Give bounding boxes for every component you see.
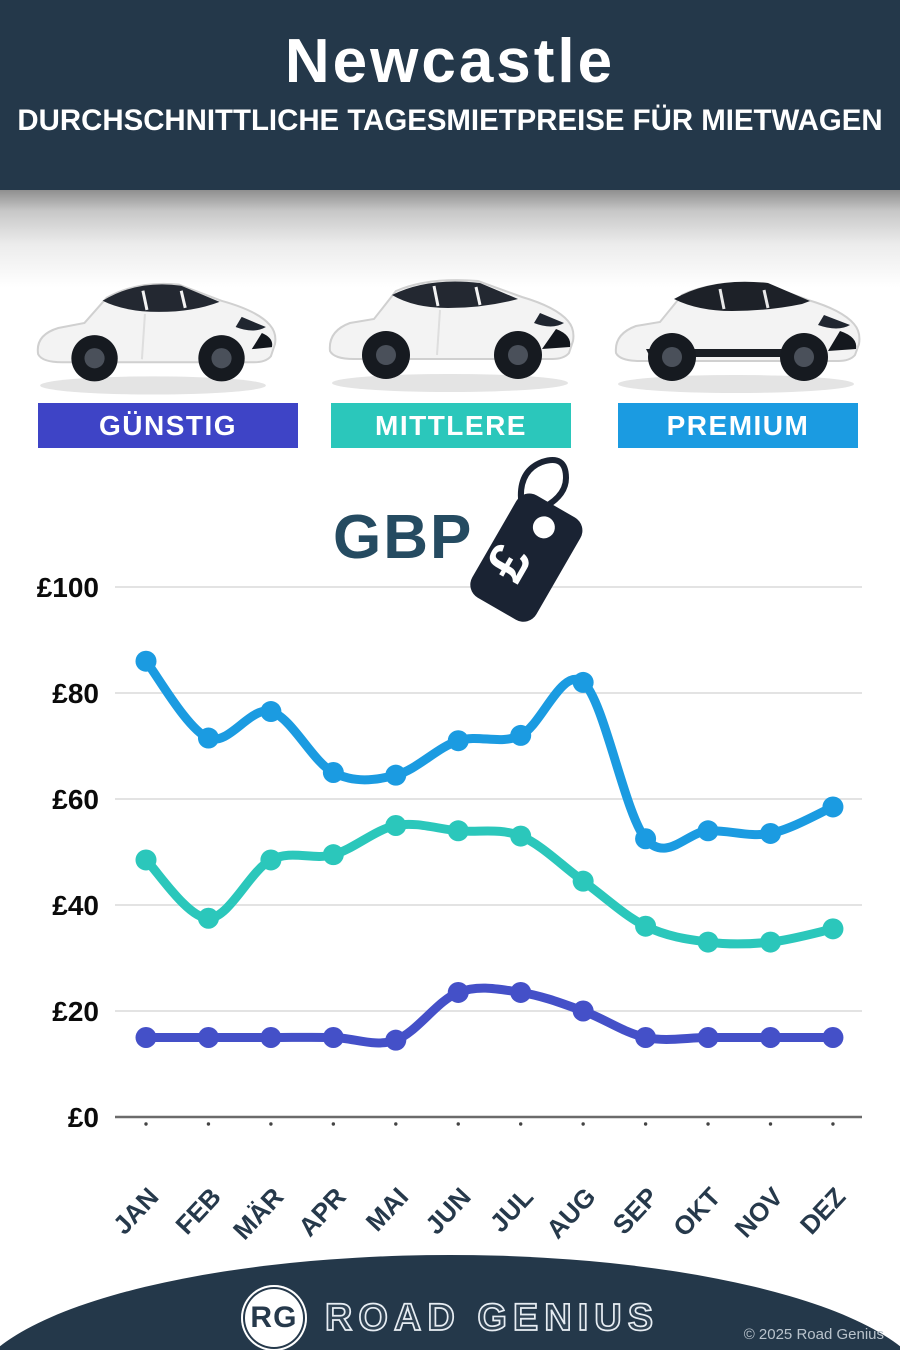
x-tick-label: JUL: [484, 1182, 540, 1238]
x-tick: [581, 1122, 585, 1126]
footer: RG ROAD GENIUS © 2025 Road Genius: [0, 1255, 900, 1350]
y-tick-label: £100: [37, 572, 99, 603]
y-tick-label: £40: [52, 890, 99, 921]
data-point: [197, 1027, 219, 1048]
data-point: [760, 1027, 781, 1048]
x-tick-label: JAN: [107, 1182, 164, 1241]
data-point: [635, 915, 657, 937]
y-tick-label: £80: [52, 678, 99, 709]
data-point: [197, 727, 219, 749]
x-tick: [768, 1122, 773, 1126]
brand-name: ROAD GENIUS: [324, 1296, 660, 1340]
data-point: [697, 931, 719, 953]
x-tick-label: MÄR: [227, 1181, 289, 1245]
data-point: [697, 820, 719, 842]
data-point: [572, 870, 594, 892]
data-point: [822, 1027, 844, 1048]
data-point: [135, 1027, 157, 1048]
x-tick: [519, 1122, 523, 1126]
data-point: [760, 822, 781, 844]
data-point: [385, 764, 407, 786]
x-tick-label: DEZ: [794, 1182, 851, 1241]
data-point: [510, 724, 532, 746]
x-tick-label: MAI: [360, 1182, 414, 1237]
car-image-mittlere: [316, 243, 584, 401]
x-tick-label: AUG: [540, 1182, 601, 1245]
data-point: [385, 815, 407, 836]
page-subtitle: DURCHSCHNITTLICHE TAGESMIETPREISE FÜR MI…: [17, 104, 883, 138]
road-genius-logo: RG: [240, 1285, 307, 1350]
page-title: Newcastle: [284, 27, 616, 96]
data-point: [135, 650, 157, 672]
data-point: [260, 701, 282, 723]
x-tick: [331, 1122, 336, 1126]
data-point: [635, 1027, 657, 1048]
category-bar-guenstig: GÜNSTIG: [38, 403, 298, 448]
data-point: [385, 1029, 407, 1051]
x-tick-label: APR: [292, 1181, 352, 1242]
y-tick-label: £60: [52, 784, 99, 815]
header-banner: Newcastle DURCHSCHNITTLICHE TAGESMIETPRE…: [0, 0, 900, 190]
x-tick: [643, 1122, 648, 1126]
data-point: [822, 796, 844, 818]
data-point: [260, 849, 282, 871]
data-point: [510, 825, 532, 847]
category-label-mittlere: MITTLERE: [375, 409, 527, 441]
x-tick-label: FEB: [169, 1182, 226, 1240]
data-point: [322, 1027, 344, 1048]
x-tick-label: JUN: [419, 1182, 476, 1241]
data-point: [635, 828, 657, 850]
copyright-text: © 2025 Road Genius: [743, 1326, 884, 1343]
data-point: [572, 671, 594, 693]
x-tick: [456, 1122, 460, 1126]
car-image-guenstig: [22, 250, 284, 402]
data-point: [135, 849, 157, 871]
x-tick: [269, 1122, 273, 1126]
car-image-premium: [602, 247, 870, 402]
x-tick-label: NOV: [729, 1181, 790, 1243]
price-tag-icon: £: [450, 448, 600, 628]
x-tick: [706, 1122, 710, 1126]
category-bar-premium: PREMIUM: [618, 403, 858, 448]
data-point: [447, 981, 469, 1003]
x-tick: [144, 1122, 148, 1126]
series-line-premium: [141, 656, 838, 853]
series-line-mittlere: [141, 819, 838, 949]
data-point: [322, 762, 344, 783]
series-line-günstig: [141, 983, 838, 1048]
data-point: [322, 844, 344, 866]
data-point: [510, 981, 532, 1003]
data-point: [822, 918, 844, 940]
data-point: [697, 1027, 719, 1048]
x-tick: [206, 1122, 211, 1126]
data-point: [197, 907, 219, 929]
category-label-premium: PREMIUM: [666, 409, 810, 441]
data-point: [447, 730, 469, 752]
currency-code: GBP: [333, 503, 474, 572]
y-tick-label: £0: [68, 1102, 99, 1133]
x-tick-label: SEP: [607, 1182, 664, 1241]
data-point: [572, 1000, 594, 1022]
data-point: [260, 1027, 282, 1048]
x-tick: [394, 1122, 398, 1126]
x-tick: [831, 1122, 835, 1126]
brand-row: RG ROAD GENIUS: [0, 1285, 900, 1350]
price-line-chart: £0 £20 £40 £60 £80 £100 JAN FEB MÄR APR MAI JUN JUL A…: [37, 572, 862, 1245]
data-point: [447, 820, 469, 842]
x-tick-label: OKT: [667, 1182, 726, 1243]
data-point: [760, 931, 781, 953]
logo-initials: RG: [250, 1301, 298, 1334]
category-bar-mittlere: MITTLERE: [331, 403, 571, 448]
category-label-guenstig: GÜNSTIG: [98, 409, 238, 441]
y-tick-label: £20: [52, 996, 99, 1027]
